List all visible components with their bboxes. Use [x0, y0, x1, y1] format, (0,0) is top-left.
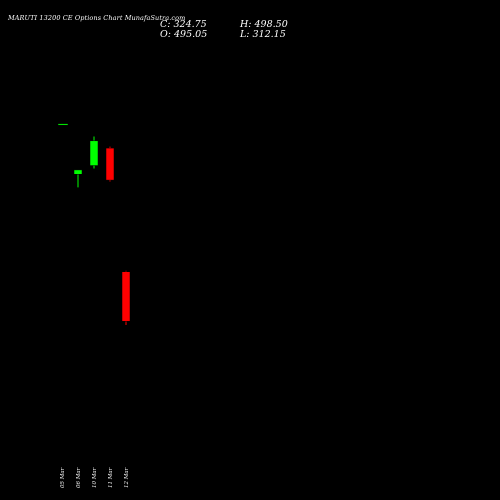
- low-value: L: 312.15: [240, 29, 286, 40]
- open-value: O: 495.05: [160, 29, 208, 40]
- candle-10-mar: [89, 136, 99, 169]
- x-tick-label: 11 Mar: [108, 467, 114, 488]
- candle-body: [121, 271, 131, 322]
- candle-06-mar: [73, 169, 83, 188]
- x-tick-label: 12 Mar: [124, 467, 130, 488]
- high-value: H: 498.50: [240, 19, 288, 30]
- candle-11-mar: [105, 146, 115, 182]
- chart-title: MARUTI 13200 CE Options Chart MunafaSutr…: [8, 14, 186, 22]
- x-tick-label: 05 Mar: [60, 467, 66, 488]
- close-value: C: 324.75: [160, 19, 207, 30]
- candle-12-mar: [121, 270, 131, 325]
- candle-body: [57, 123, 69, 126]
- candle-05-mar: [57, 123, 69, 126]
- candle-body: [73, 169, 83, 175]
- candle-body: [89, 140, 99, 166]
- x-tick-label: 06 Mar: [76, 467, 82, 488]
- x-tick-label: 10 Mar: [92, 467, 98, 488]
- candle-body: [105, 147, 115, 181]
